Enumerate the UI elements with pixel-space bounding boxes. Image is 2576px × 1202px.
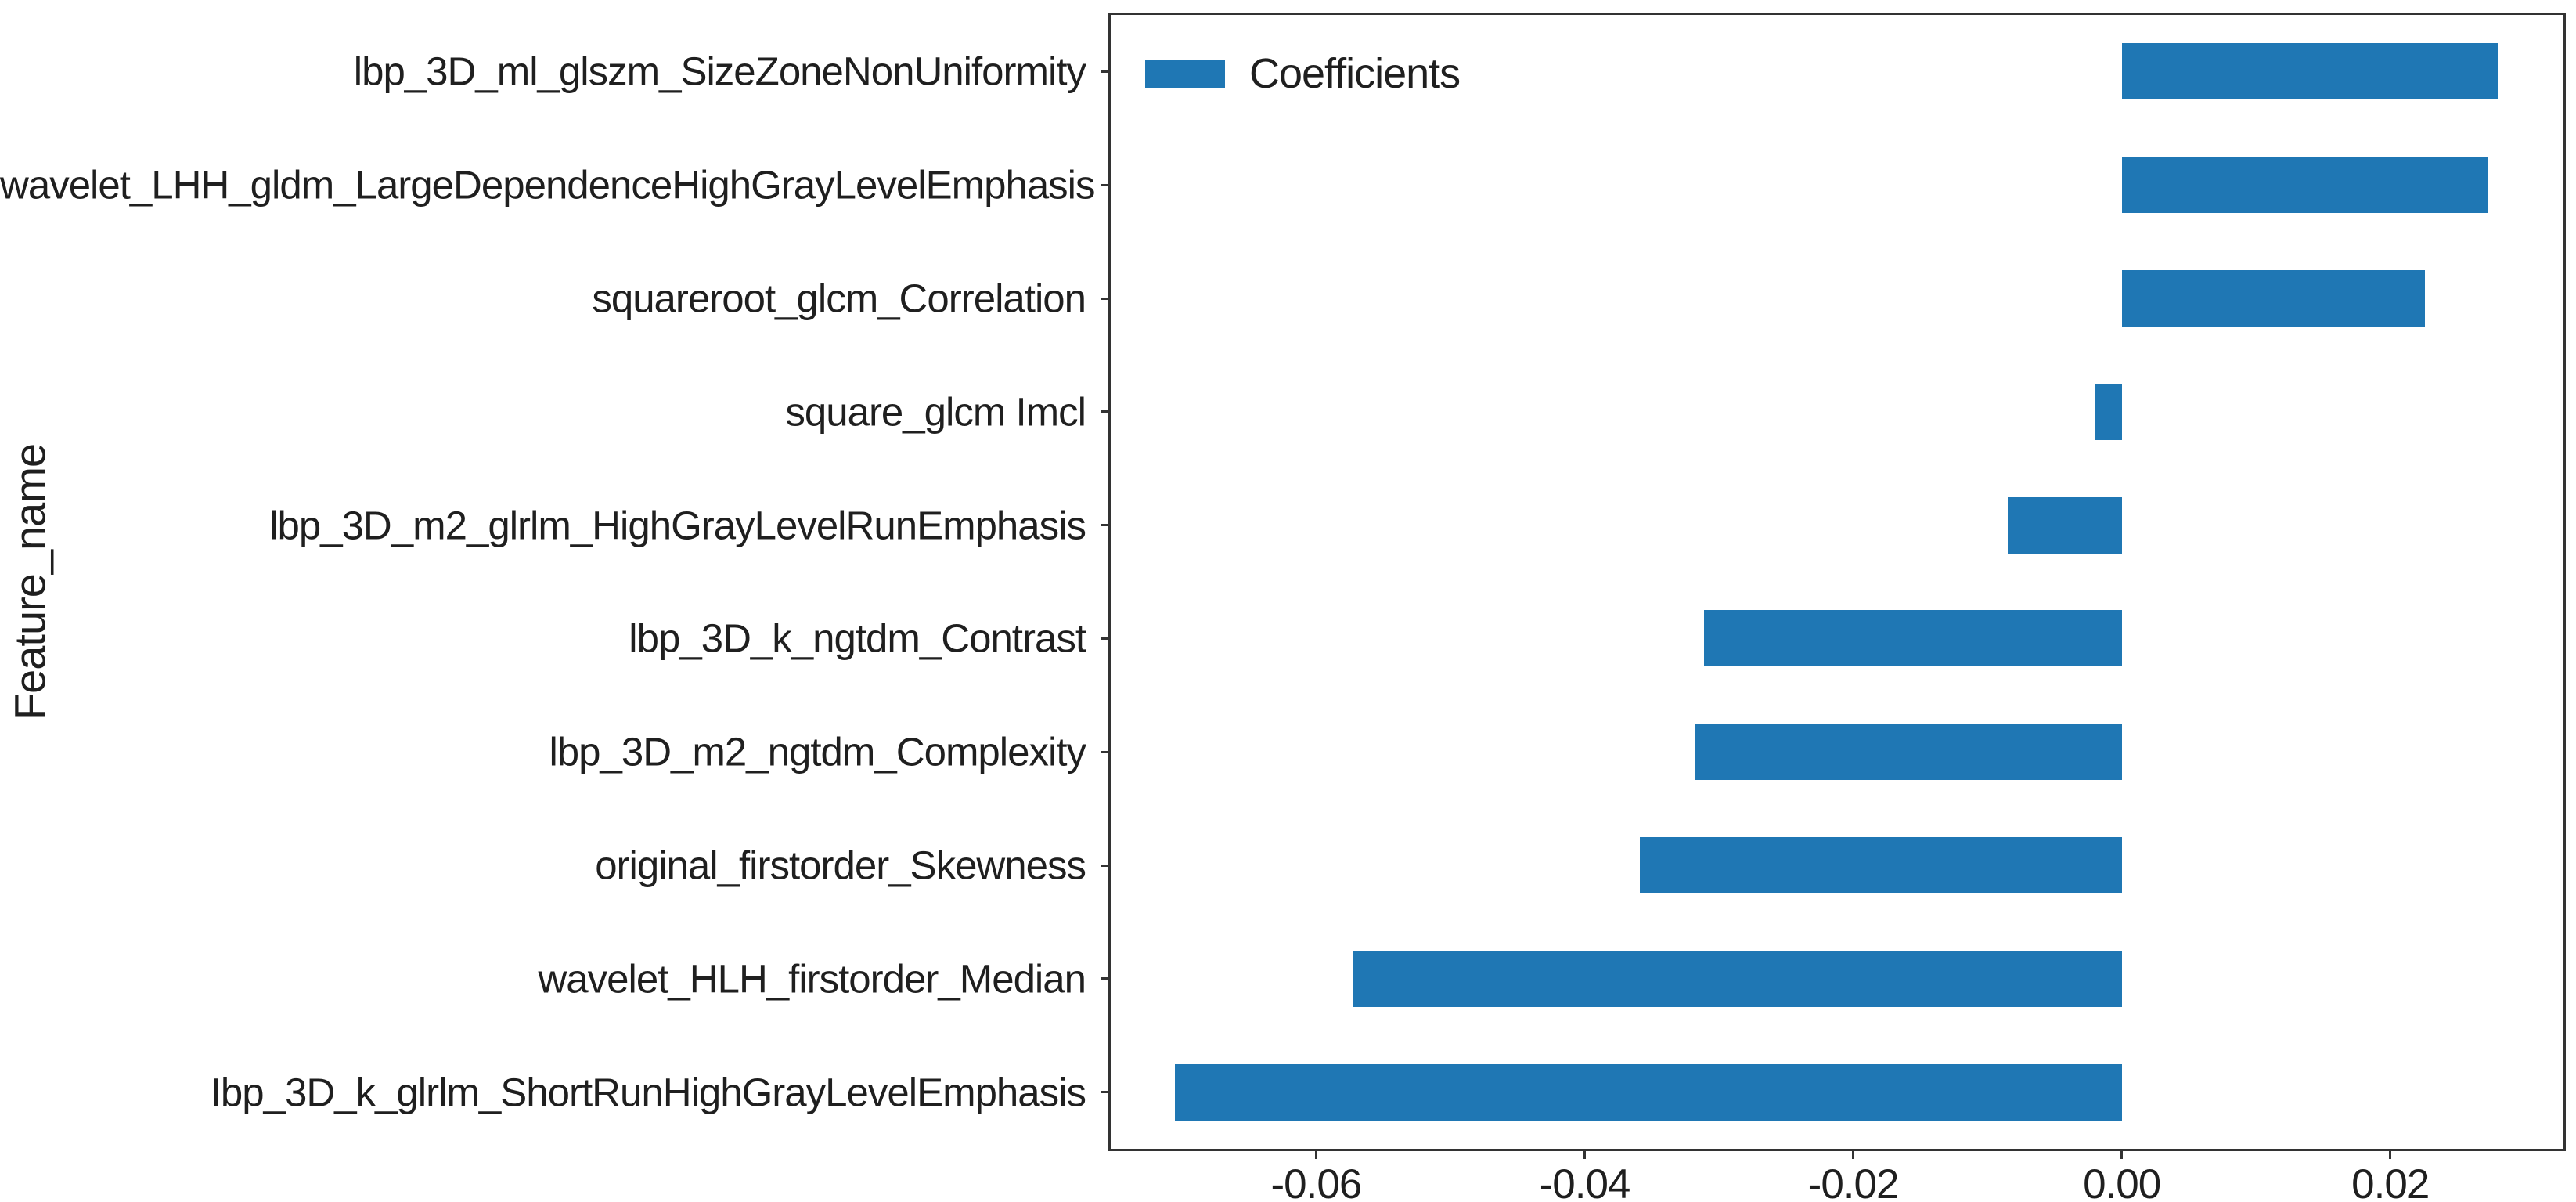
plot-area: Coefficients <box>1108 13 2566 1151</box>
y-tick-4 <box>1101 524 1111 527</box>
x-tick-label-4: 0.02 <box>2351 1161 2430 1202</box>
y-tick-6 <box>1101 750 1111 753</box>
y-axis-title: Feature_name <box>5 443 55 720</box>
y-tick-7 <box>1101 864 1111 867</box>
bar-5 <box>1704 610 2122 667</box>
y-tick-label-2: squareroot_glcm_Correlation <box>592 276 1086 321</box>
y-tick-label-3: square_glcm Imcl <box>785 389 1086 435</box>
y-tick-1 <box>1101 183 1111 186</box>
bar-0 <box>2121 43 2498 100</box>
y-tick-2 <box>1101 297 1111 300</box>
x-tick-label-3: 0.00 <box>2083 1161 2161 1202</box>
y-tick-label-9: Ibp_3D_k_glrlm_ShortRunHighGrayLevelEmph… <box>210 1070 1086 1115</box>
y-tick-label-8: wavelet_HLH_firstorder_Median <box>538 956 1086 1002</box>
bar-2 <box>2121 270 2426 327</box>
bar-6 <box>1695 724 2122 781</box>
x-tick-4 <box>2389 1149 2392 1159</box>
x-tick-label-1: -0.04 <box>1539 1161 1631 1202</box>
y-tick-label-1: wavelet_LHH_gldm_LargeDependenceHighGray… <box>0 162 1096 208</box>
x-tick-1 <box>1583 1149 1587 1159</box>
y-tick-label-6: lbp_3D_m2_ngtdm_Complexity <box>549 729 1086 774</box>
x-tick-label-0: -0.06 <box>1270 1161 1363 1202</box>
bar-7 <box>1639 837 2122 893</box>
legend-label: Coefficients <box>1249 50 1461 97</box>
y-tick-5 <box>1101 637 1111 640</box>
x-tick-0 <box>1314 1149 1317 1159</box>
y-tick-label-0: lbp_3D_ml_glszm_SizeZoneNonUniformity <box>353 49 1086 94</box>
legend: Coefficients <box>1145 49 1461 98</box>
y-tick-0 <box>1101 70 1111 73</box>
y-tick-8 <box>1101 977 1111 980</box>
bar-1 <box>2121 157 2488 214</box>
x-tick-2 <box>1852 1149 1855 1159</box>
bar-4 <box>2007 496 2122 554</box>
y-tick-label-4: lbp_3D_m2_glrlm_HighGrayLevelRunEmphasis <box>269 503 1086 548</box>
y-tick-label-5: lbp_3D_k_ngtdm_Contrast <box>629 615 1086 661</box>
x-tick-3 <box>2120 1149 2124 1159</box>
bar-9 <box>1175 1063 2122 1121</box>
x-tick-label-2: -0.02 <box>1807 1161 1900 1202</box>
y-tick-9 <box>1101 1091 1111 1094</box>
bar-8 <box>1353 950 2122 1007</box>
legend-swatch <box>1145 59 1225 88</box>
y-tick-3 <box>1101 410 1111 413</box>
y-tick-label-7: original_firstorder_Skewness <box>595 843 1086 888</box>
bar-3 <box>2095 383 2122 440</box>
